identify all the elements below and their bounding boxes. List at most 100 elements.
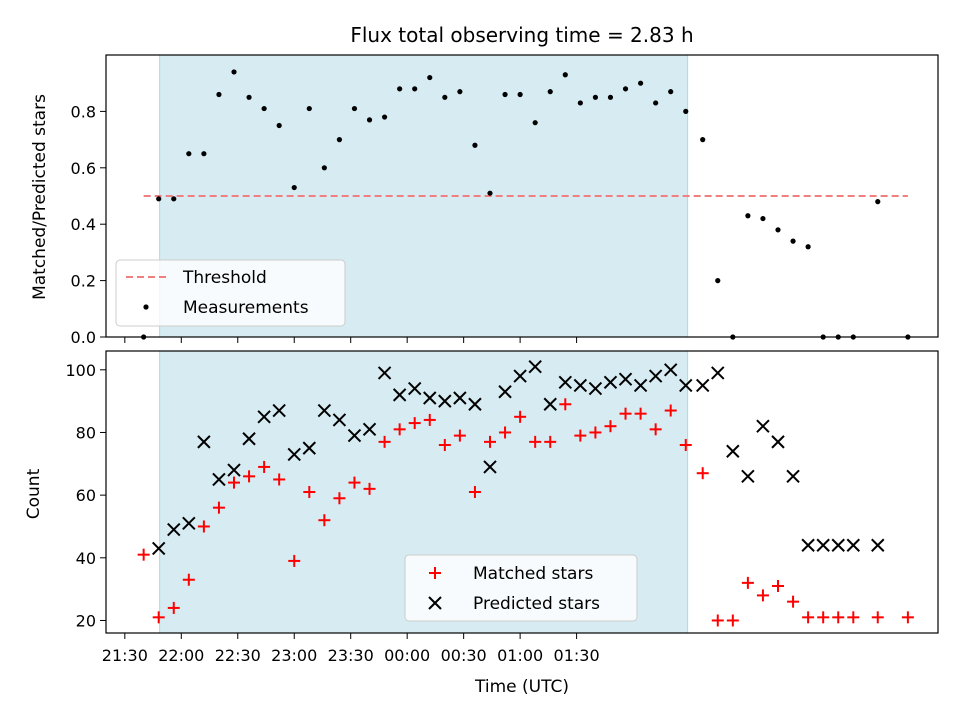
top-series-0-point-28 [562,72,568,78]
bottom-series-0-point-45 [817,611,830,624]
top-series-0-point-21 [457,89,463,95]
top-ytick-label-2: 0.4 [71,215,96,234]
top-series-0-point-48 [875,199,881,205]
bottom-series-1-point-33 [648,369,663,383]
bottom-series-1-point-22 [483,460,497,474]
top-series-0-point-6 [231,69,237,75]
bottom-series-1-point-17 [407,381,422,396]
bottom-series-1-point-14 [362,422,377,437]
bottom-series-1-point-15 [377,366,392,380]
top-series-0-point-14 [351,105,358,112]
top-series-0-point-43 [790,238,796,244]
top-series-0-point-7 [246,94,252,100]
bottom-series-0-point-40 [741,576,754,589]
xtick-label-3: 23:00 [271,646,317,665]
bottom-series-0-point-42 [772,580,784,592]
top-series-0-point-37 [700,137,706,143]
bottom-legend: Matched stars Predicted stars [404,554,638,622]
bottom-series-0-point-1 [152,611,165,624]
legend-measurements-swatch [143,304,149,310]
bottom-ytick-label-3: 80 [76,423,96,442]
bottom-series-1-point-37 [711,366,725,380]
bottom-series-0-point-5 [212,501,225,514]
top-ylabel: Matched/Predicted stars [30,94,50,300]
top-series-0-point-1 [156,196,162,202]
top-series-0-point-13 [336,137,343,143]
top-series-0-point-44 [805,244,811,250]
bottom-series-0-point-38 [711,614,724,627]
bottom-series-0-point-34 [649,423,662,436]
bottom-series-0-point-46 [832,611,845,624]
bottom-legend-box [404,554,638,622]
top-series-0-point-12 [321,165,327,171]
bottom-series-0-point-31 [604,420,617,433]
top-series-0-point-2 [171,196,177,202]
bottom-series-0-point-10 [288,554,301,567]
bottom-series-1-point-23 [498,385,512,399]
bottom-series-0-point-28 [559,398,572,411]
legend-measurements-label: Measurements [183,298,309,318]
top-series-0-point-40 [745,213,751,219]
bottom-series-1-point-9 [287,447,301,462]
top-frame [105,54,939,338]
bottom-series-1-point-0 [151,541,166,556]
xtick-label-2: 22:30 [215,646,261,665]
bottom-series-0-point-6 [228,476,240,489]
top-series-0-point-27 [547,89,553,95]
bottom-series-1-point-34 [663,363,678,377]
bottom-series-1-point-41 [771,435,785,449]
bottom-ytick-label-1: 40 [76,549,96,568]
top-series-0-point-42 [775,227,781,233]
bottom-series-0-point-43 [787,595,800,608]
top-series-0-point-11 [306,105,312,112]
bottom-series-0-point-47 [847,611,860,624]
bottom-series-1-point-26 [543,397,557,411]
bottom-series-1-point-10 [302,441,317,455]
top-series-0-point-15 [366,117,373,123]
top-legend: Threshold Measurements [115,259,346,327]
bottom-series-0-point-15 [363,482,376,495]
bottom-ytick-label-0: 20 [76,611,96,630]
bottom-series-0-point-41 [756,589,769,602]
bottom-series-0-point-44 [802,611,815,624]
top-series-0-point-36 [683,108,689,114]
bottom-series-0-point-39 [726,614,739,627]
bottom-series-1-point-21 [468,397,482,411]
bottom-series-0-point-9 [273,473,286,486]
top-series-0-point-29 [577,100,583,106]
legend-threshold-label: Threshold [182,268,267,288]
xtick-label-0: 21:30 [102,646,148,665]
top-series-0-point-8 [261,105,267,112]
bottom-series-0-point-29 [574,429,587,442]
legend-matched-swatch [429,567,441,579]
top-series-0-point-26 [532,120,538,126]
bottom-series-1-point-12 [332,413,347,427]
bottom-series-0-point-16 [378,435,391,448]
bottom-series-1-point-47 [871,538,885,552]
xtick-label-7: 01:00 [497,646,543,665]
bottom-series-1-point-18 [423,391,437,405]
top-series-0-point-34 [653,100,659,106]
bottom-series-1-point-28 [573,378,588,393]
bottom-series-1-point-20 [453,391,467,405]
bottom-series-0-point-30 [589,426,602,439]
chart-title: Flux total observing time = 2.83 h [350,23,693,47]
top-series-0-point-25 [517,91,523,98]
legend-predicted-label: Predicted stars [473,594,600,614]
top-series-0-point-18 [412,86,418,92]
bottom-series-0-point-33 [634,407,647,420]
bottom-series-0-point-35 [664,404,677,417]
top-legend-box [115,259,346,327]
top-series-0-point-3 [186,151,192,157]
legend-predicted-swatch [428,596,442,610]
bottom-series-1-point-24 [513,369,527,383]
bottom-series-1-point-30 [603,375,618,390]
top-ytick-label-1: 0.2 [71,272,96,291]
bottom-series-1-point-2 [182,516,196,531]
bottom-series-1-point-3 [197,435,211,449]
bottom-series-0-point-36 [679,439,692,451]
bottom-series-0-point-24 [499,426,512,439]
bottom-series-0-point-14 [348,476,361,489]
bottom-series-1-point-44 [816,538,830,552]
